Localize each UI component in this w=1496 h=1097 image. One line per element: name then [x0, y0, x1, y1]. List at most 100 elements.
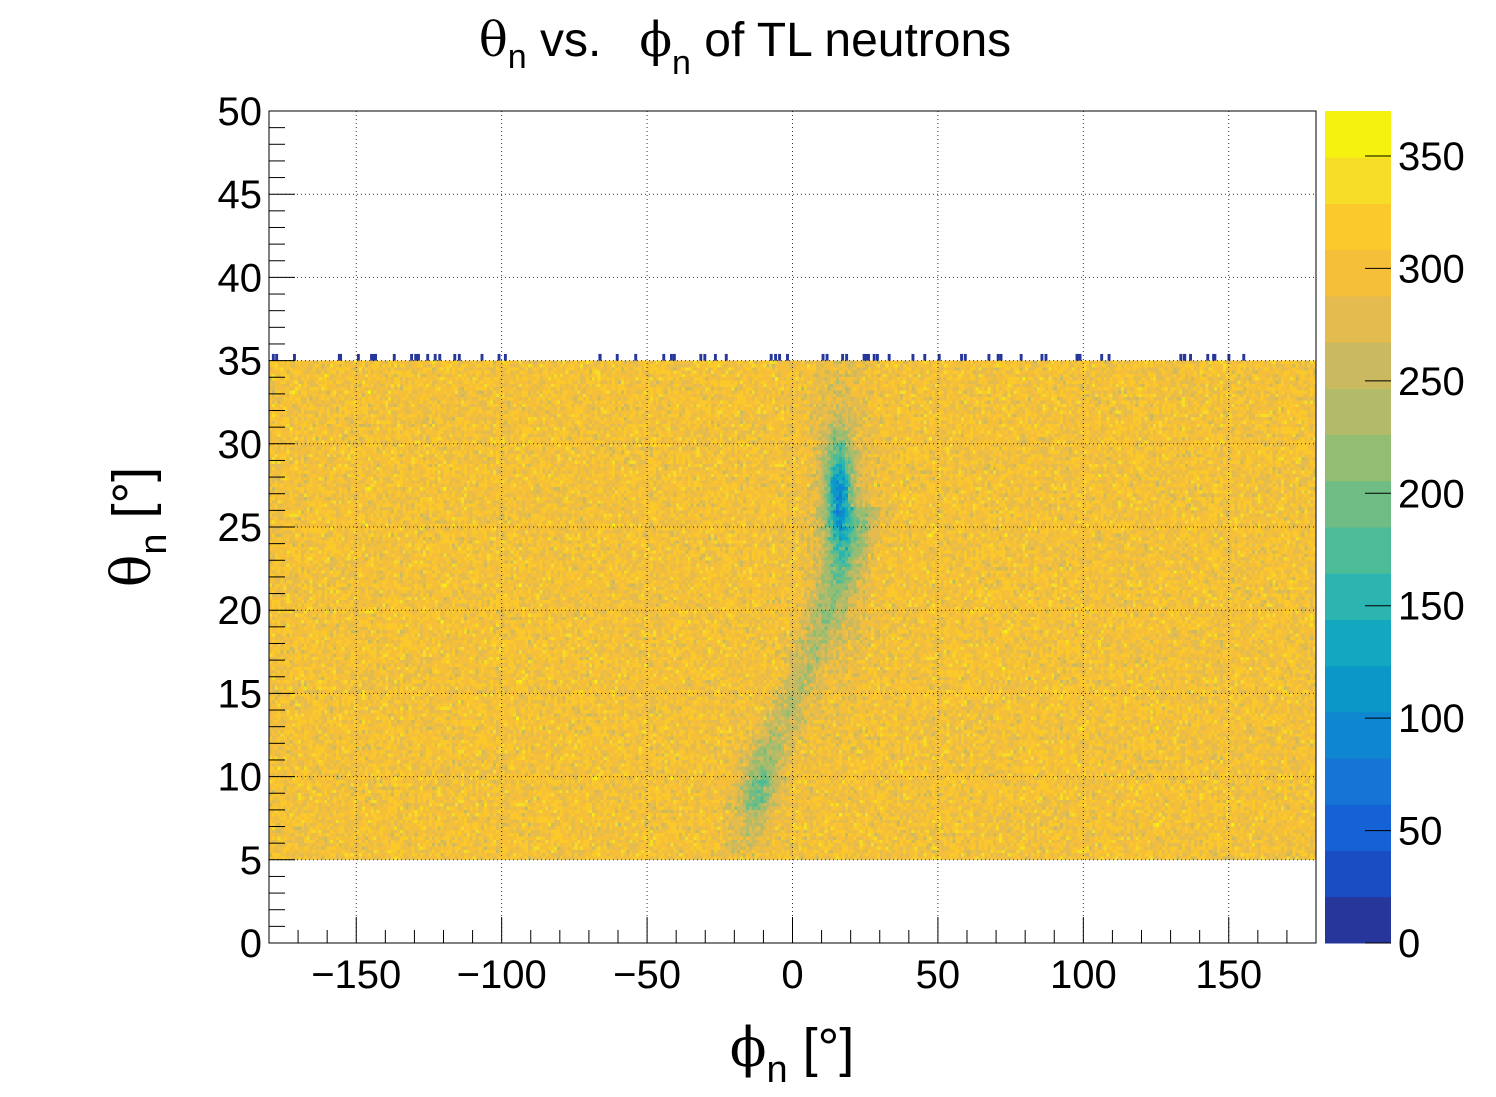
- y-tick-label: 40: [218, 256, 263, 300]
- y-axis-title: θn [°]: [100, 467, 175, 587]
- edge-bin: [821, 353, 825, 361]
- color-bar-segment: [1325, 157, 1391, 204]
- edge-bin: [374, 353, 377, 361]
- x-tick-label: −100: [457, 953, 547, 997]
- color-bar-segment: [1325, 573, 1391, 620]
- edge-bin: [1107, 353, 1111, 361]
- edge-bin: [724, 353, 728, 361]
- edge-bin: [845, 353, 849, 361]
- color-bar-segment: [1325, 758, 1391, 805]
- edge-bin: [862, 353, 866, 361]
- grid-lines: [269, 111, 1316, 943]
- color-bar-segment: [1325, 480, 1391, 528]
- color-bar-segment: [1325, 434, 1391, 482]
- edge-bin: [356, 353, 360, 361]
- color-bar-segment: [1325, 295, 1391, 343]
- edge-bin: [786, 353, 789, 361]
- edge-bin: [497, 353, 501, 361]
- color-bar-tick-label: 200: [1398, 472, 1465, 516]
- edge-bin: [699, 353, 703, 361]
- y-axis-title-symbol: θ: [100, 555, 163, 588]
- edge-bin: [923, 353, 927, 361]
- edge-bin: [867, 353, 870, 361]
- edge-bin: [1019, 353, 1023, 361]
- y-tick-label: 10: [218, 756, 263, 800]
- color-bar-tick-label: 50: [1398, 810, 1443, 854]
- edge-bin: [669, 353, 673, 361]
- title-rest: of TL neutrons: [691, 14, 1011, 67]
- y-tick-label: 5: [240, 839, 262, 883]
- edge-bin: [1179, 353, 1183, 361]
- edge-bin: [963, 353, 967, 361]
- edge-bin: [634, 353, 638, 361]
- edge-bin: [1078, 353, 1082, 361]
- color-bar-segment: [1325, 527, 1391, 574]
- edge-bin: [410, 353, 414, 361]
- x-tick-label: 150: [1195, 953, 1262, 997]
- edge-bin: [372, 353, 376, 361]
- edge-bin: [887, 353, 891, 361]
- edge-bin: [1040, 353, 1044, 361]
- x-tick-label: 50: [916, 953, 961, 997]
- color-bar-segment: [1325, 896, 1391, 944]
- color-bar-segment: [1325, 711, 1391, 759]
- edge-bin: [703, 353, 707, 361]
- edge-bin: [769, 353, 773, 361]
- edge-bin: [1044, 353, 1048, 361]
- color-bar-segment: [1325, 850, 1391, 898]
- title-phi-subscript: n: [672, 44, 691, 82]
- x-tick-label: 100: [1050, 953, 1117, 997]
- y-tick-label: 15: [218, 672, 263, 716]
- color-bar-segment: [1325, 388, 1391, 436]
- color-bar-tick-label: 100: [1398, 697, 1465, 741]
- y-axis-title-subscript: n: [133, 533, 175, 554]
- color-bar-segment: [1325, 249, 1391, 297]
- y-tick-label: 50: [218, 90, 263, 134]
- edge-bin: [774, 353, 778, 361]
- edge-bin: [1227, 353, 1231, 361]
- color-bar-segment: [1325, 665, 1391, 713]
- edge-bin: [370, 353, 373, 361]
- edge-bin: [1206, 353, 1210, 361]
- edge-bin: [911, 353, 915, 361]
- x-tick-label: −50: [613, 953, 681, 997]
- color-bar-tick-label: 0: [1398, 922, 1420, 966]
- edge-bin: [275, 353, 279, 361]
- edge-bin: [662, 353, 666, 361]
- chart-title: θn vs. ϕn of TL neutrons: [479, 12, 1011, 82]
- edge-bin: [872, 353, 876, 361]
- y-tick-label: 0: [240, 922, 262, 966]
- color-bar-tick-label: 300: [1398, 247, 1465, 291]
- edge-bin: [337, 353, 341, 361]
- color-bar: [1325, 111, 1391, 944]
- edge-bin: [1242, 353, 1246, 361]
- edge-bin: [1100, 353, 1104, 361]
- edge-bin: [414, 353, 418, 361]
- title-vs: vs.: [527, 14, 602, 67]
- color-bar-segment: [1325, 111, 1391, 158]
- edge-bin: [825, 353, 829, 361]
- edge-bin: [987, 353, 991, 361]
- edge-bin: [1213, 353, 1217, 361]
- edge-bin: [480, 353, 484, 361]
- y-axis-title-unit: [°]: [102, 467, 162, 534]
- edge-bin: [1182, 353, 1186, 361]
- y-axis: 0 5 10 15 20 25 30 35 40 45 50: [218, 90, 295, 966]
- y-tick-label: 30: [218, 423, 263, 467]
- edge-bin: [271, 353, 275, 361]
- edge-bin: [426, 353, 430, 361]
- color-bar-axis: 0 50 100 150 200 250 300 350: [1365, 135, 1465, 966]
- edge-bin: [453, 353, 457, 361]
- title-theta-subscript: n: [508, 38, 527, 76]
- edge-bin: [713, 353, 717, 361]
- x-tick-label: −150: [311, 953, 401, 997]
- edge-bin: [1189, 353, 1192, 361]
- edge-bin: [503, 353, 507, 361]
- x-tick-label: 0: [781, 953, 803, 997]
- y-tick-label: 25: [218, 506, 263, 550]
- color-bar-tick-label: 350: [1398, 135, 1465, 179]
- edge-bin: [996, 353, 1000, 361]
- edge-bin: [433, 353, 437, 361]
- edge-bin: [392, 353, 396, 361]
